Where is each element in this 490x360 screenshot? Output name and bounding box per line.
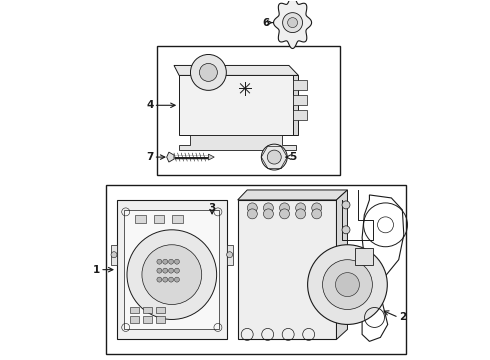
Bar bbox=[157, 45, 340, 175]
Circle shape bbox=[295, 209, 306, 219]
Text: 3: 3 bbox=[208, 203, 216, 213]
Bar bbox=[135, 215, 146, 223]
Circle shape bbox=[163, 268, 168, 273]
Circle shape bbox=[157, 268, 162, 273]
Circle shape bbox=[174, 268, 179, 273]
Text: 1: 1 bbox=[93, 265, 100, 275]
Circle shape bbox=[279, 203, 290, 213]
Bar bbox=[293, 80, 307, 90]
Polygon shape bbox=[174, 66, 298, 75]
Bar bbox=[106, 185, 406, 354]
Circle shape bbox=[322, 260, 372, 310]
Bar bbox=[153, 215, 165, 223]
Circle shape bbox=[169, 277, 173, 282]
Circle shape bbox=[342, 201, 350, 209]
Polygon shape bbox=[273, 0, 312, 49]
Circle shape bbox=[342, 226, 350, 234]
Bar bbox=[293, 95, 307, 105]
Circle shape bbox=[264, 209, 273, 219]
Polygon shape bbox=[227, 245, 233, 265]
Circle shape bbox=[191, 54, 226, 90]
Bar bbox=[143, 316, 152, 323]
Circle shape bbox=[174, 277, 179, 282]
Circle shape bbox=[169, 268, 173, 273]
Circle shape bbox=[174, 259, 179, 264]
Circle shape bbox=[336, 273, 359, 297]
Circle shape bbox=[157, 259, 162, 264]
Circle shape bbox=[169, 259, 173, 264]
Circle shape bbox=[283, 13, 302, 32]
Polygon shape bbox=[293, 75, 298, 135]
Circle shape bbox=[142, 245, 202, 305]
Circle shape bbox=[295, 203, 306, 213]
Polygon shape bbox=[179, 75, 293, 135]
Polygon shape bbox=[208, 154, 214, 160]
Polygon shape bbox=[238, 200, 337, 339]
Circle shape bbox=[312, 209, 322, 219]
Text: 7: 7 bbox=[146, 152, 153, 162]
Circle shape bbox=[163, 259, 168, 264]
Polygon shape bbox=[111, 245, 117, 265]
Bar bbox=[156, 316, 165, 323]
Polygon shape bbox=[337, 190, 347, 339]
Circle shape bbox=[268, 150, 281, 164]
Circle shape bbox=[163, 277, 168, 282]
Circle shape bbox=[261, 144, 287, 170]
Text: 4: 4 bbox=[146, 100, 153, 110]
Text: 2: 2 bbox=[399, 312, 406, 323]
Circle shape bbox=[247, 209, 257, 219]
Text: 6: 6 bbox=[262, 18, 269, 28]
Polygon shape bbox=[179, 135, 296, 150]
Circle shape bbox=[227, 252, 233, 258]
Bar bbox=[156, 306, 165, 314]
Bar bbox=[172, 215, 183, 223]
Circle shape bbox=[264, 203, 273, 213]
Bar bbox=[130, 316, 139, 323]
Polygon shape bbox=[124, 210, 220, 329]
Bar bbox=[143, 306, 152, 314]
Polygon shape bbox=[355, 248, 373, 265]
Polygon shape bbox=[117, 200, 227, 339]
Circle shape bbox=[279, 209, 290, 219]
Circle shape bbox=[288, 18, 297, 28]
Circle shape bbox=[127, 230, 217, 319]
Circle shape bbox=[247, 203, 257, 213]
Circle shape bbox=[199, 63, 218, 81]
Circle shape bbox=[111, 252, 117, 258]
Circle shape bbox=[308, 245, 387, 324]
Circle shape bbox=[157, 277, 162, 282]
Bar bbox=[130, 306, 139, 314]
Text: 5: 5 bbox=[289, 152, 296, 162]
Polygon shape bbox=[238, 190, 347, 200]
Bar bbox=[293, 110, 307, 120]
Circle shape bbox=[312, 203, 322, 213]
Polygon shape bbox=[167, 152, 174, 162]
